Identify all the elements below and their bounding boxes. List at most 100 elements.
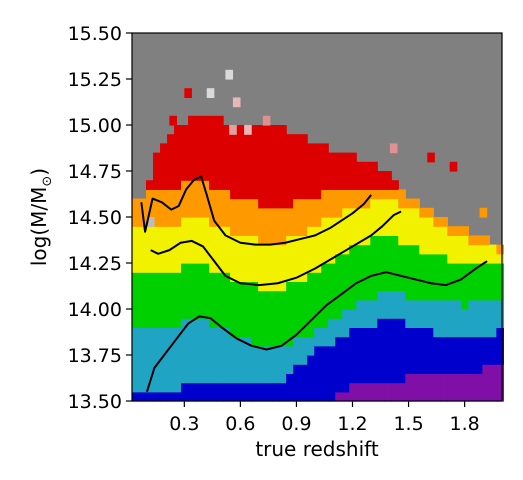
heatmap-cell bbox=[307, 263, 315, 273]
heatmap-cell bbox=[314, 217, 322, 227]
heatmap-cell bbox=[132, 244, 140, 255]
heatmap-cell bbox=[265, 299, 273, 310]
heatmap-cell bbox=[209, 382, 217, 393]
heatmap-cell bbox=[377, 235, 385, 246]
heatmap-cell bbox=[489, 309, 497, 319]
heatmap-cell bbox=[377, 391, 385, 402]
heatmap-cell bbox=[230, 226, 238, 236]
heatmap-cell bbox=[188, 217, 196, 227]
heatmap-cell bbox=[258, 272, 266, 282]
heatmap-cell bbox=[160, 217, 168, 227]
heatmap-cell bbox=[412, 281, 420, 292]
heatmap-cell bbox=[167, 345, 175, 356]
heatmap-cell bbox=[461, 327, 469, 338]
heatmap-cell bbox=[195, 143, 203, 154]
heatmap-cell bbox=[405, 299, 413, 310]
heatmap-cell bbox=[174, 290, 182, 301]
heatmap-cell bbox=[335, 281, 343, 292]
heatmap-cell bbox=[335, 161, 343, 172]
heatmap-cell bbox=[174, 299, 182, 310]
x-tick-label: 1.2 bbox=[337, 413, 367, 435]
heatmap-cell bbox=[370, 217, 378, 227]
heatmap-cell bbox=[356, 281, 364, 292]
x-axis-label: true redshift bbox=[255, 437, 379, 461]
heatmap-cell bbox=[174, 309, 182, 319]
heatmap-cell bbox=[188, 226, 196, 236]
heatmap-cell bbox=[454, 309, 462, 319]
heatmap-cell bbox=[321, 235, 329, 246]
heatmap-cell bbox=[433, 355, 441, 365]
heatmap-cell bbox=[335, 391, 343, 402]
heatmap-cell bbox=[223, 364, 231, 374]
heatmap-cell bbox=[181, 336, 189, 347]
heatmap-cell bbox=[314, 161, 322, 172]
heatmap-cell bbox=[412, 253, 420, 264]
heatmap-cell bbox=[132, 373, 140, 384]
heatmap-cell bbox=[482, 309, 490, 319]
heatmap-cell bbox=[363, 336, 371, 347]
heatmap-cell bbox=[174, 143, 182, 154]
heatmap-cell bbox=[139, 299, 147, 310]
heatmap-cell bbox=[244, 244, 252, 255]
heatmap-cell bbox=[195, 134, 203, 144]
heatmap-cell bbox=[223, 382, 231, 393]
heatmap-cell bbox=[237, 189, 245, 200]
heatmap-cell bbox=[230, 309, 238, 319]
heatmap-cell bbox=[356, 226, 364, 236]
heatmap-cell bbox=[482, 336, 490, 347]
heatmap-cell bbox=[223, 336, 231, 347]
heatmap-cell bbox=[405, 318, 413, 328]
heatmap-cell bbox=[468, 345, 476, 356]
heatmap-cell bbox=[314, 171, 322, 181]
heatmap-cell bbox=[300, 263, 308, 273]
heatmap-cell bbox=[286, 364, 294, 374]
heatmap-cell bbox=[321, 207, 329, 218]
heatmap-cell bbox=[139, 309, 147, 319]
heatmap-cell bbox=[314, 152, 322, 163]
heatmap-cell bbox=[272, 345, 280, 356]
heatmap-cell bbox=[195, 189, 203, 200]
heatmap-cell bbox=[391, 244, 399, 255]
heatmap-cell bbox=[153, 373, 161, 384]
heatmap-cell bbox=[258, 226, 266, 236]
heatmap-cell bbox=[496, 391, 504, 402]
heatmap-cell bbox=[370, 207, 378, 218]
heatmap-cell bbox=[426, 272, 434, 282]
heatmap-cell bbox=[454, 355, 462, 365]
heatmap-cell bbox=[132, 198, 140, 209]
heatmap-cell bbox=[251, 161, 259, 172]
heatmap-cell bbox=[363, 309, 371, 319]
heatmap-cell bbox=[384, 373, 392, 384]
heatmap-cell bbox=[181, 355, 189, 365]
heatmap-cell bbox=[300, 161, 308, 172]
heatmap-cell bbox=[195, 382, 203, 393]
heatmap-cell bbox=[489, 299, 497, 310]
heatmap-cell bbox=[139, 253, 147, 264]
heatmap-cell bbox=[307, 281, 315, 292]
heatmap-cell bbox=[468, 299, 476, 310]
heatmap-cell bbox=[447, 272, 455, 282]
heatmap-cell bbox=[265, 391, 273, 402]
heatmap-cell bbox=[300, 336, 308, 347]
heatmap-cell bbox=[139, 226, 147, 236]
heatmap-cell bbox=[265, 235, 273, 246]
heatmap-cell bbox=[335, 299, 343, 310]
heatmap-cell bbox=[195, 217, 203, 227]
heatmap-cell bbox=[153, 382, 161, 393]
heatmap-cell bbox=[286, 345, 294, 356]
heatmap-cell bbox=[202, 345, 210, 356]
heatmap-cell bbox=[363, 355, 371, 365]
heatmap-cell bbox=[279, 244, 287, 255]
heatmap-cell bbox=[223, 189, 231, 200]
heatmap-cell bbox=[272, 226, 280, 236]
heatmap-cell bbox=[398, 244, 406, 255]
heatmap-cell bbox=[328, 161, 336, 172]
heatmap-cell bbox=[307, 152, 315, 163]
heatmap-cell bbox=[174, 198, 182, 209]
heatmap-cell bbox=[349, 217, 357, 227]
heatmap-cell bbox=[223, 345, 231, 356]
heatmap-cell bbox=[426, 309, 434, 319]
heatmap-cell bbox=[412, 391, 420, 402]
heatmap-cell bbox=[321, 263, 329, 273]
heatmap-cell bbox=[244, 327, 252, 338]
